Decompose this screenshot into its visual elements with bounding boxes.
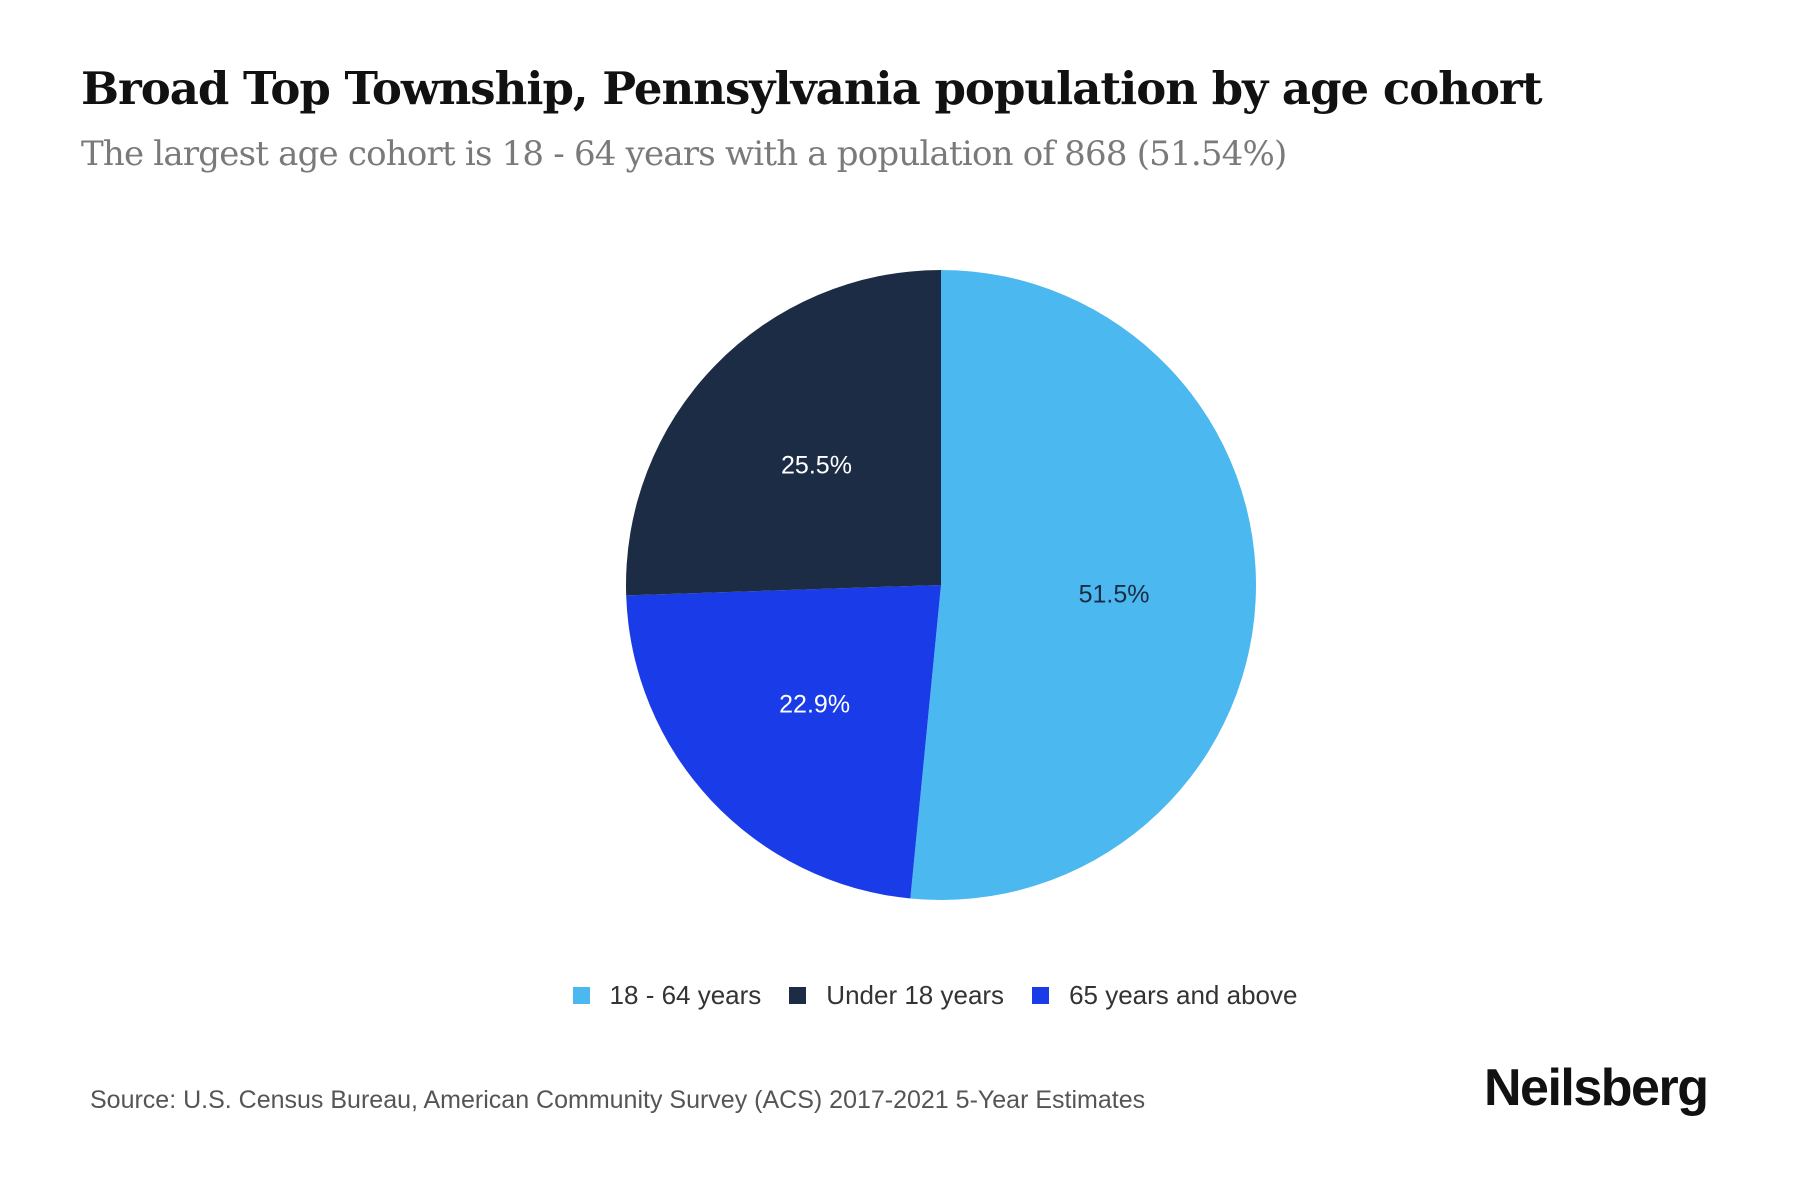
legend-label: 65 years and above (1069, 980, 1298, 1010)
legend-label: 18 - 64 years (609, 980, 762, 1010)
legend-item: Under 18 years (789, 980, 1004, 1011)
chart-subtitle: The largest age cohort is 18 - 64 years … (81, 134, 1287, 174)
legend-swatch (572, 987, 590, 1004)
chart-title: Broad Top Township, Pennsylvania populat… (81, 62, 1542, 115)
legend-label: Under 18 years (826, 980, 1005, 1010)
legend-swatch (789, 987, 807, 1004)
slice-data-label: 25.5% (781, 452, 852, 480)
legend-item: 18 - 64 years (572, 980, 762, 1011)
pie-slice-18-64-years (910, 270, 1256, 900)
legend: 18 - 64 years Under 18 years 65 years an… (0, 980, 1800, 1011)
source-note: Source: U.S. Census Bureau, American Com… (90, 1086, 1146, 1114)
slice-data-label: 22.9% (779, 690, 850, 718)
slice-data-label: 51.5% (1079, 580, 1150, 608)
neilsberg-logo: Neilsberg (1484, 1059, 1709, 1117)
legend-swatch (1032, 987, 1050, 1004)
pie-slice-65-years-and-above (626, 585, 941, 899)
legend-item: 65 years and above (1032, 980, 1297, 1011)
pie-slice-under-18-years (625, 270, 941, 596)
